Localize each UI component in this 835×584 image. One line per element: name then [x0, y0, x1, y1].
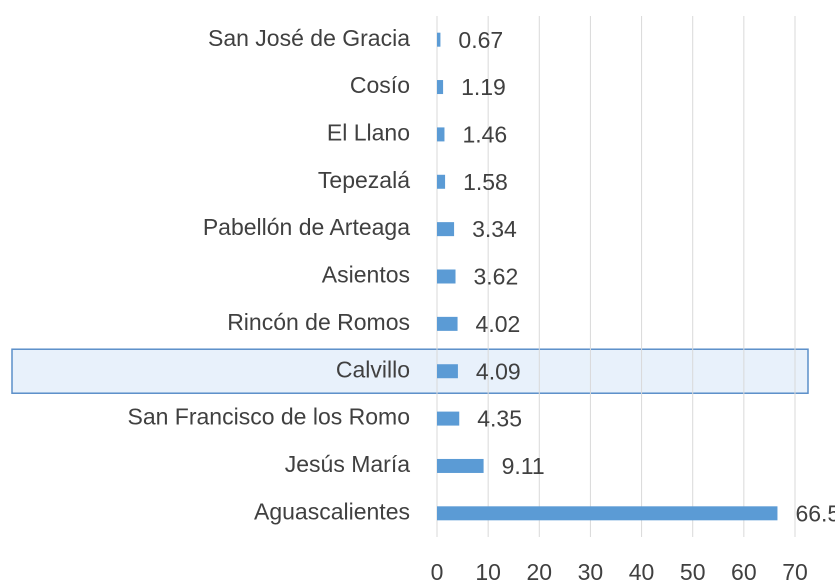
y-tick-label: Pabellón de Arteaga	[203, 214, 410, 240]
value-label: 1.19	[461, 74, 506, 100]
x-tick-label: 70	[782, 559, 808, 584]
value-label: 66.57	[795, 500, 835, 526]
y-tick-label: Calvillo	[336, 356, 410, 382]
bar	[437, 411, 460, 426]
value-label: 4.02	[476, 311, 521, 337]
value-label: 4.35	[477, 406, 522, 432]
y-tick-label: Rincón de Romos	[227, 309, 410, 335]
y-tick-label: Cosío	[350, 72, 410, 98]
x-tick-label: 20	[526, 559, 552, 584]
y-tick-label: El Llano	[327, 119, 410, 145]
y-tick-label: Asientos	[322, 262, 410, 288]
bar	[437, 80, 444, 95]
value-label: 3.62	[474, 264, 519, 290]
y-tick-label: Tepezalá	[318, 167, 410, 193]
y-tick-label: San José de Gracia	[208, 25, 410, 51]
y-tick-label: Aguascalientes	[254, 498, 410, 524]
y-tick-label: Jesús María	[285, 451, 410, 477]
value-label: 0.67	[458, 27, 503, 53]
x-tick-label: 40	[629, 559, 655, 584]
x-tick-label: 30	[578, 559, 604, 584]
bar	[437, 316, 458, 331]
bar	[437, 506, 778, 521]
highlight-row	[11, 348, 809, 394]
x-tick-label: 60	[731, 559, 757, 584]
bar	[437, 222, 455, 237]
x-tick-label: 0	[431, 559, 444, 584]
value-label: 4.09	[476, 358, 521, 384]
value-label: 9.11	[502, 453, 545, 479]
y-tick-label: San Francisco de los Romo	[127, 404, 410, 430]
bar	[437, 32, 441, 47]
value-label: 3.34	[472, 216, 517, 242]
bar	[437, 174, 446, 189]
x-tick-label: 50	[680, 559, 706, 584]
x-tick-label: 10	[475, 559, 501, 584]
bar	[437, 269, 456, 284]
bar	[437, 364, 458, 379]
bar	[437, 127, 445, 142]
value-label: 1.46	[462, 121, 507, 147]
bar	[437, 458, 484, 473]
value-label: 1.58	[463, 169, 508, 195]
